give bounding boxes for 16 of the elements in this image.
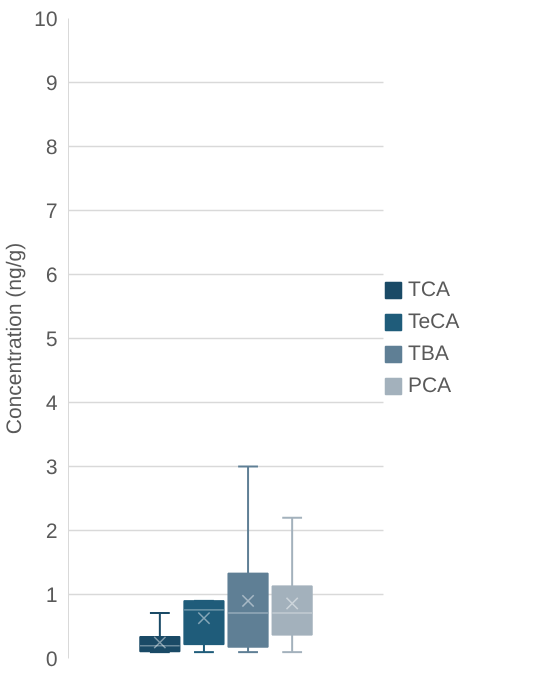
y-axis-title: Concentration (ng/g)	[3, 242, 26, 434]
y-tick-label: 0	[46, 648, 58, 671]
legend-label: TCA	[408, 278, 450, 302]
y-tick-label: 1	[46, 584, 58, 607]
y-tick-label: 6	[46, 264, 58, 287]
legend-label: PCA	[408, 374, 452, 398]
y-tick-label: 3	[46, 456, 58, 479]
y-tick-label: 4	[46, 392, 58, 415]
legend-label: TBA	[408, 342, 449, 366]
y-tick-label: 8	[46, 136, 58, 159]
y-tick-label: 7	[46, 200, 58, 223]
y-tick-label: 10	[34, 8, 58, 31]
y-tick-label: 9	[46, 72, 58, 95]
legend-label: TeCA	[408, 310, 460, 334]
y-tick-label: 2	[46, 520, 58, 543]
y-tick-label: 5	[46, 328, 58, 351]
